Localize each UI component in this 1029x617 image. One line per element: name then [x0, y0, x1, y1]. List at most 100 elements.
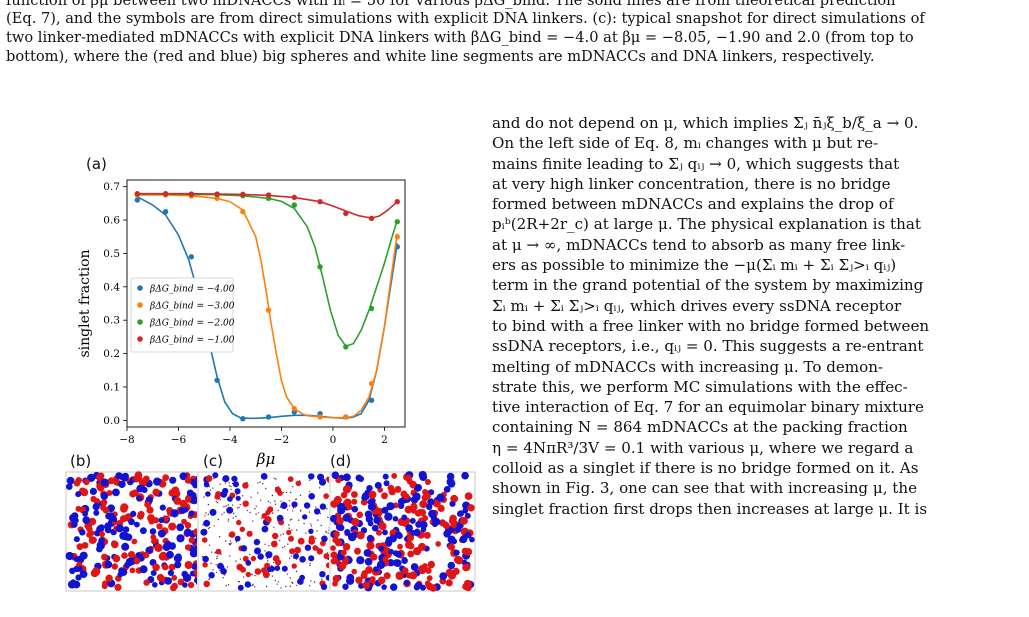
data-point: [317, 264, 323, 270]
linker-dot: [280, 587, 282, 589]
colloid-sphere: [331, 471, 340, 479]
linker-dot: [289, 585, 291, 587]
colloid-sphere: [205, 475, 213, 482]
colloid-sphere: [308, 473, 315, 480]
linker-dot: [259, 499, 262, 502]
linker-dot: [219, 569, 221, 572]
linker-dot: [209, 489, 212, 491]
linker-dot: [232, 504, 234, 506]
colloid-sphere: [240, 566, 246, 573]
linker-dot: [271, 494, 274, 497]
colloid-sphere: [200, 528, 208, 536]
linker-dot: [224, 574, 226, 576]
linker-dot: [215, 500, 217, 502]
colloid-sphere: [254, 547, 261, 555]
linker-dot: [269, 502, 271, 504]
x-tick-label: 2: [381, 434, 388, 446]
colloid-sphere: [100, 478, 109, 487]
linker-dot: [215, 571, 218, 574]
colloid-sphere: [383, 572, 391, 580]
colloid-sphere: [403, 579, 410, 586]
colloid-sphere: [157, 529, 166, 538]
linker-dot: [226, 566, 229, 568]
colloid-sphere: [169, 476, 177, 484]
colloid-sphere: [129, 490, 137, 498]
colloid-sphere: [127, 551, 136, 559]
colloid-sphere: [186, 489, 194, 497]
linker-dot: [274, 500, 276, 502]
data-point: [317, 198, 323, 205]
legend-marker: [137, 302, 143, 308]
colloid-sphere: [73, 536, 80, 543]
singlet-fraction-chart: −8 −6 −4 −2 0 2 0.0 0.1 0.2 0.3 0.4 0.5 0.6 0.7 βμ sing…: [77, 179, 406, 468]
colloid-sphere: [167, 569, 174, 576]
colloid-sphere: [81, 542, 89, 549]
data-point: [368, 305, 375, 312]
colloid-sphere: [226, 506, 234, 514]
data-point: [214, 377, 220, 383]
linker-dot: [290, 491, 292, 494]
colloid-sphere: [112, 554, 121, 563]
colloid-sphere: [447, 561, 456, 570]
linker-dot: [204, 515, 206, 517]
colloid-sphere: [467, 504, 475, 512]
linker-dot: [292, 582, 294, 584]
colloid-sphere: [308, 555, 315, 562]
colloid-sphere: [381, 492, 388, 500]
colloid-sphere: [105, 574, 113, 582]
colloid-sphere: [294, 546, 301, 554]
legend-box: [130, 277, 234, 353]
body-line: ssDNA receptors, i.e., qᵢⱼ = 0. This sug…: [492, 337, 924, 356]
colloid-sphere: [464, 512, 471, 519]
colloid-sphere: [121, 552, 128, 559]
colloid-sphere: [393, 559, 402, 567]
body-line: Σᵢ mᵢ + Σᵢ Σⱼ>ᵢ qᵢⱼ, which drives every …: [492, 296, 902, 315]
data-point: [134, 190, 140, 197]
colloid-sphere: [208, 572, 215, 579]
colloid-sphere: [234, 535, 241, 542]
linker-dot: [290, 555, 292, 557]
colloid-sphere: [154, 543, 163, 552]
y-tick-label: 0.3: [103, 315, 120, 327]
colloid-sphere: [80, 488, 89, 497]
colloid-sphere: [337, 506, 346, 515]
colloid-sphere: [131, 538, 138, 545]
colloid-sphere: [356, 556, 365, 565]
colloid-sphere: [419, 500, 428, 509]
linker-dot: [229, 540, 232, 542]
linker-dot: [207, 503, 210, 506]
colloid-sphere: [245, 571, 251, 578]
colloid-sphere: [240, 545, 248, 552]
colloid-sphere: [415, 484, 422, 491]
linker-dot: [224, 540, 227, 542]
colloid-sphere: [392, 516, 399, 522]
colloid-sphere: [443, 486, 451, 493]
linker-dot: [254, 508, 256, 510]
colloid-sphere: [205, 491, 211, 497]
colloid-sphere: [351, 491, 358, 498]
colloid-sphere: [82, 516, 91, 524]
colloid-sphere: [209, 508, 217, 516]
colloid-sphere: [150, 570, 157, 576]
caption-line: (Eq. 7), and the symbols are from direct…: [6, 10, 925, 27]
data-point: [343, 344, 349, 350]
colloid-sphere: [371, 524, 379, 532]
colloid-sphere: [189, 549, 198, 558]
linker-dot: [249, 554, 251, 556]
data-point: [368, 397, 375, 403]
linker-dot: [257, 482, 259, 484]
data-point: [291, 194, 298, 201]
colloid-sphere: [203, 519, 211, 527]
colloid-sphere: [382, 529, 388, 536]
x-tick-label: −4: [222, 434, 238, 446]
linker-dot: [219, 536, 221, 538]
colloid-sphere: [104, 522, 112, 530]
colloid-sphere: [179, 499, 188, 508]
colloid-sphere: [377, 576, 386, 585]
colloid-sphere: [97, 541, 105, 550]
colloid-sphere: [462, 507, 469, 514]
colloid-sphere: [316, 548, 323, 555]
colloid-sphere: [406, 572, 413, 579]
linker-dot: [230, 485, 232, 488]
colloid-sphere: [395, 571, 404, 580]
